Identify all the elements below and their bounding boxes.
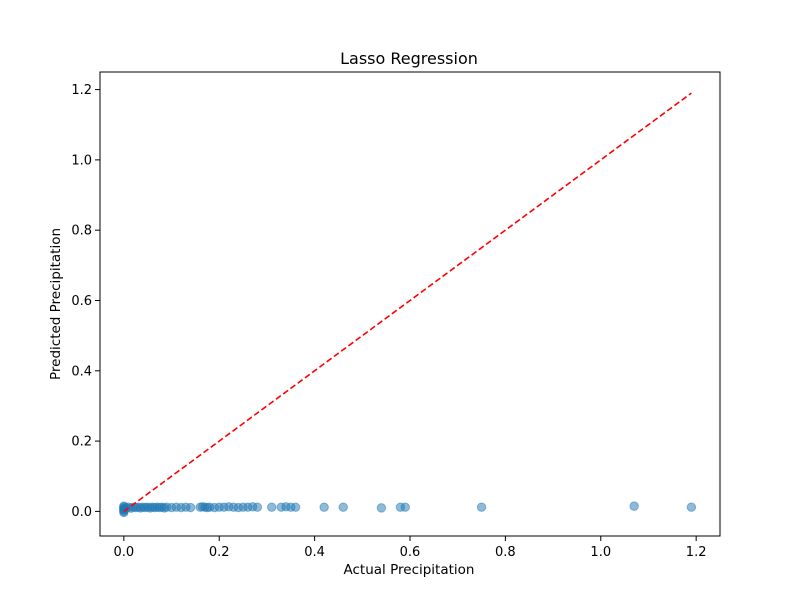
data-point [252,502,263,512]
x-tick-label: 0.0 [114,545,135,560]
x-tick-label: 0.2 [209,545,230,560]
y-tick-label: 1.0 [71,153,92,168]
data-point [319,502,329,512]
data-point [476,502,487,512]
data-point [338,502,348,512]
y-axis-ticks: 0.0 0.2 0.4 0.6 0.8 1.0 1.2 [71,83,100,520]
y-tick-label: 0.8 [71,224,92,239]
plot-area [99,71,721,537]
x-axis-ticks: 0.0 0.2 0.4 0.6 0.8 1.0 1.2 [114,536,707,560]
plot-frame [99,71,721,537]
chart-title: Lasso Regression [340,49,478,68]
x-axis-title: Actual Precipitation [344,562,475,578]
data-point [185,502,196,513]
y-tick-label: 1.2 [71,83,92,98]
reference-line [123,92,692,513]
y-tick-label: 0.0 [71,505,92,520]
data-point [629,501,639,511]
x-tick-label: 1.0 [590,545,611,560]
data-point [290,502,301,512]
x-tick-label: 0.6 [400,545,421,560]
y-tick-label: 0.4 [71,364,92,379]
x-tick-label: 0.8 [495,545,516,560]
x-tick-label: 0.4 [304,545,325,560]
data-point [400,502,410,512]
data-point [266,502,277,512]
y-tick-label: 0.6 [71,294,92,309]
data-points [119,501,697,518]
y-axis-title: Predicted Precipitation [48,228,64,380]
data-point [686,502,697,512]
data-point [376,503,387,513]
y-tick-label: 0.2 [71,435,92,450]
x-tick-label: 1.2 [686,545,707,560]
